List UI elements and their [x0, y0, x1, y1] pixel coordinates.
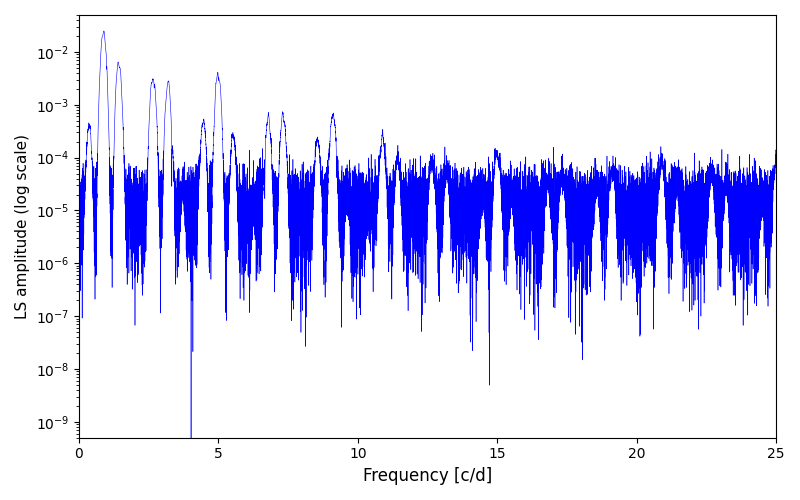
X-axis label: Frequency [c/d]: Frequency [c/d] — [363, 467, 492, 485]
Y-axis label: LS amplitude (log scale): LS amplitude (log scale) — [15, 134, 30, 319]
